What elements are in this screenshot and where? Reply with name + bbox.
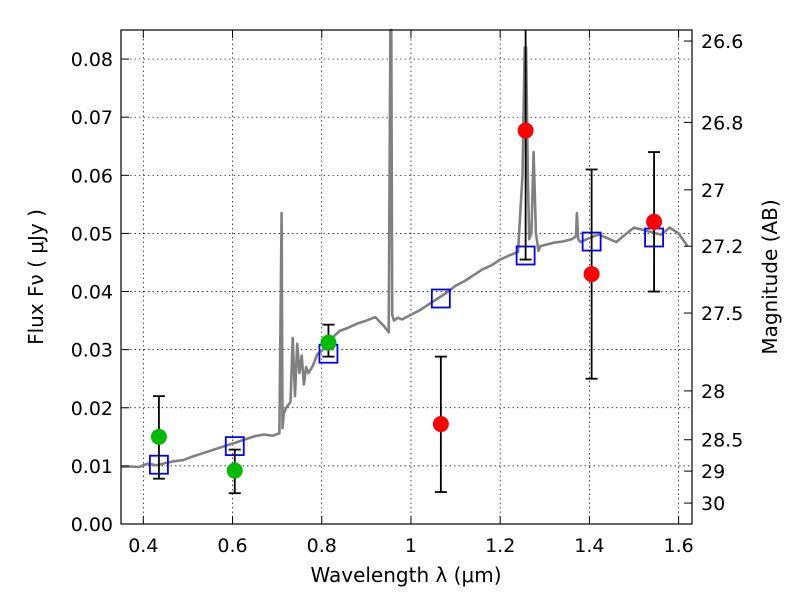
right-tick-label: 26.8	[701, 112, 743, 134]
y-tick-label: 0.01	[71, 456, 113, 478]
right-tick-label: 30	[701, 493, 725, 515]
x-tick-label: 0.4	[128, 535, 158, 557]
right-tick-label: 27	[701, 180, 725, 202]
right-tick-label: 29	[701, 461, 725, 483]
x-tick-label: 1	[405, 535, 417, 557]
non-detection-point	[432, 416, 449, 433]
x-tick-label: 1.6	[664, 535, 694, 557]
plot-area	[120, 28, 689, 495]
y-tick-label: 0.00	[71, 514, 113, 536]
right-tick-label: 26.6	[701, 31, 743, 53]
y-tick-label: 0.04	[71, 282, 113, 304]
y-tick-label: 0.02	[71, 398, 113, 420]
y-tick-label: 0.05	[71, 223, 113, 245]
right-tick-label: 27.5	[701, 303, 743, 325]
right-tick-label: 27.2	[701, 236, 743, 258]
detection-point	[226, 462, 243, 479]
non-detection-point	[517, 122, 534, 139]
non-detection-point	[646, 213, 663, 230]
y-tick-label: 0.06	[71, 165, 113, 187]
x-tick-label: 0.6	[217, 535, 247, 557]
y-axis-label: Flux Fν ( μJy )	[24, 209, 48, 345]
x-axis-label: Wavelength λ (μm)	[310, 563, 501, 587]
model-photometry-square	[430, 288, 451, 309]
detection-point	[150, 428, 167, 445]
y-tick-label: 0.03	[71, 340, 113, 362]
plot-frame	[120, 29, 693, 525]
right-axis-label: Magnitude (AB)	[758, 199, 782, 354]
detection-point	[320, 334, 337, 351]
gridlines	[121, 30, 692, 525]
axes-ticks: 0.4 0.6 0.8 1 1.2 1.4 1.6 0.00 0.01 0.02 0.03 0.04 0…	[71, 30, 743, 557]
model-spectrum-line	[120, 28, 689, 469]
x-tick-label: 0.8	[307, 535, 337, 557]
x-tick-label: 1.2	[485, 535, 515, 557]
right-tick-label: 28.5	[701, 430, 743, 452]
right-tick-label: 28	[701, 381, 725, 403]
non-detection-point	[583, 266, 600, 283]
y-tick-label: 0.08	[71, 49, 113, 71]
y-tick-label: 0.07	[71, 107, 113, 129]
x-tick-label: 1.4	[574, 535, 604, 557]
